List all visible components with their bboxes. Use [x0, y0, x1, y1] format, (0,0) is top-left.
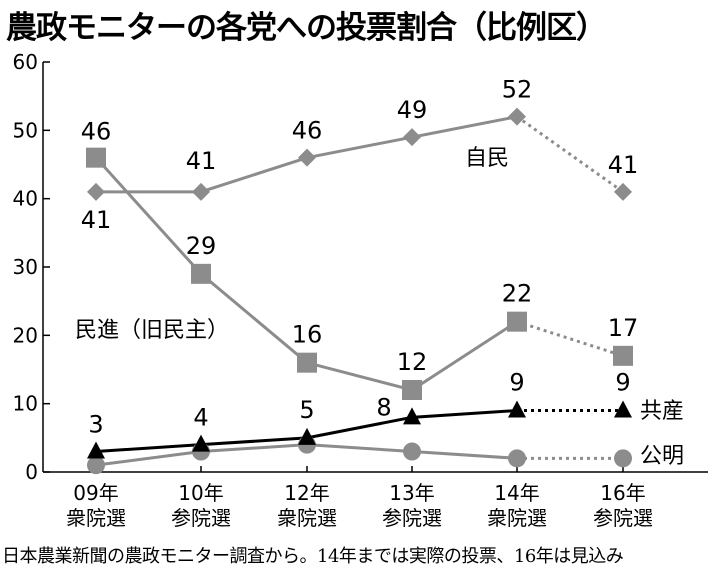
diamond-marker	[508, 107, 526, 126]
circle-marker	[614, 449, 632, 468]
data-label: 41	[608, 151, 639, 179]
diamond-marker	[87, 182, 105, 201]
square-marker	[613, 345, 633, 366]
series-line-projected	[516, 320, 624, 358]
square-marker	[507, 311, 527, 332]
triangle-marker	[298, 427, 316, 445]
data-label: 8	[376, 393, 391, 421]
triangle-marker	[614, 400, 632, 418]
x-tick-label-year: 12年	[284, 481, 329, 505]
x-tick-label-election: 衆院選	[277, 506, 337, 530]
y-tick-label: 60	[13, 50, 38, 74]
triangle-marker	[192, 434, 210, 452]
square-marker	[402, 380, 422, 400]
diamond-marker	[192, 182, 210, 201]
data-label: 12	[397, 348, 428, 376]
series-name: 民進（旧民主）	[75, 318, 229, 343]
y-tick-label: 50	[13, 118, 38, 142]
square-marker	[191, 263, 211, 284]
data-label: 9	[509, 369, 524, 397]
chart-axes: 010203040506009年衆院選10年参院選12年衆院選13年参院選14年…	[13, 50, 708, 530]
data-label: 5	[299, 396, 314, 424]
data-label: 41	[186, 147, 217, 175]
data-label: 4	[193, 404, 208, 432]
y-tick-label: 10	[13, 392, 38, 416]
x-tick-label-year: 14年	[494, 481, 539, 505]
y-tick-label: 20	[13, 323, 38, 347]
data-label: 46	[292, 117, 323, 145]
circle-marker	[403, 442, 421, 461]
y-tick-label: 30	[13, 255, 38, 279]
data-label: 16	[292, 321, 323, 349]
page-title: 農政モニターの各党への投票割合（比例区）	[6, 10, 607, 46]
x-tick-label-year: 10年	[178, 481, 223, 505]
data-label: 9	[615, 369, 630, 397]
series-name: 共産	[640, 399, 684, 424]
x-tick-label-year: 09年	[73, 481, 118, 505]
diamond-marker	[614, 182, 632, 201]
data-label: 22	[502, 280, 533, 308]
circle-marker	[508, 449, 526, 468]
series-name: 公明	[640, 444, 684, 469]
data-label: 46	[81, 118, 112, 146]
y-tick-label: 0	[25, 460, 38, 484]
series-lines	[94, 115, 624, 467]
x-tick-label-election: 参院選	[171, 506, 231, 530]
circle-marker	[87, 456, 105, 475]
data-label: 49	[397, 96, 428, 124]
x-tick-label-election: 参院選	[382, 506, 442, 530]
data-label: 17	[608, 314, 639, 342]
square-marker	[86, 147, 106, 168]
x-tick-label-election: 衆院選	[487, 506, 547, 530]
data-label: 3	[88, 411, 103, 439]
triangle-marker	[403, 407, 421, 425]
x-tick-label-election: 参院選	[593, 506, 653, 530]
data-label: 29	[186, 232, 217, 260]
diamond-marker	[403, 128, 421, 147]
square-marker	[297, 352, 317, 373]
diamond-marker	[298, 148, 316, 167]
triangle-marker	[508, 400, 526, 418]
source-note: 日本農業新聞の農政モニター調査から。14年までは実際の投票、16年は見込み	[2, 546, 624, 567]
x-tick-label-year: 16年	[600, 481, 645, 505]
series-line-projected	[516, 115, 624, 194]
series-name: 自民	[465, 146, 509, 171]
data-label: 52	[502, 76, 533, 104]
series-markers	[86, 107, 633, 475]
data-label: 41	[81, 206, 112, 234]
x-tick-label-election: 衆院選	[66, 506, 126, 530]
y-tick-label: 40	[13, 187, 38, 211]
x-tick-label-year: 13年	[389, 481, 434, 505]
triangle-marker	[87, 441, 105, 459]
data-labels: 公明 46 29 16 12 22 17 民進（旧民主） 41 41 46 49 52 41 自民 3 4 5 8 9…	[75, 76, 684, 469]
